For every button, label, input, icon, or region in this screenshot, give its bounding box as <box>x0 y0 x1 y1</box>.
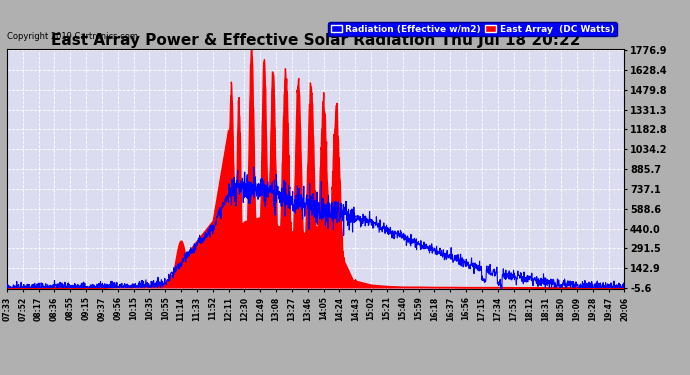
Legend: Radiation (Effective w/m2), East Array  (DC Watts): Radiation (Effective w/m2), East Array (… <box>328 22 617 36</box>
Text: Copyright 2019 Cartronics.com: Copyright 2019 Cartronics.com <box>7 32 138 41</box>
Title: East Array Power & Effective Solar Radiation Thu Jul 18 20:22: East Array Power & Effective Solar Radia… <box>51 33 580 48</box>
